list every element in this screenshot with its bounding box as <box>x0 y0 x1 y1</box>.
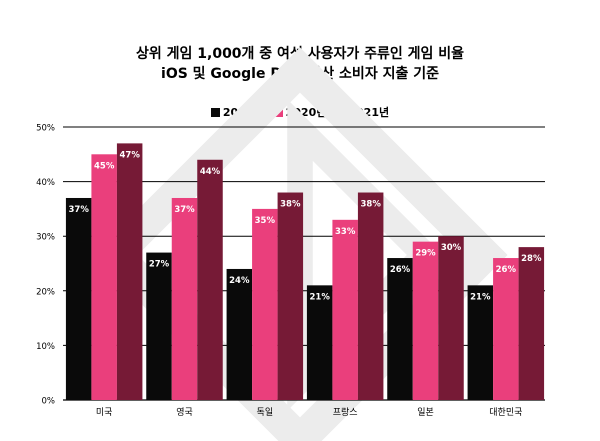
bar <box>332 219 358 400</box>
bar <box>146 252 172 400</box>
x-tick-label: 미국 <box>96 407 113 418</box>
bar <box>116 143 143 400</box>
data-label: 38% <box>280 200 301 210</box>
bar <box>277 192 304 400</box>
data-label: 24% <box>229 276 250 286</box>
x-tick-label: 독일 <box>257 407 274 418</box>
y-tick-label: 0% <box>42 397 56 407</box>
x-tick-label: 일본 <box>417 407 434 418</box>
bar <box>387 258 413 400</box>
data-label: 29% <box>415 249 436 259</box>
data-label: 35% <box>255 216 276 226</box>
bar <box>226 268 253 400</box>
data-label: 28% <box>521 254 542 264</box>
data-label: 30% <box>441 243 462 253</box>
data-label: 45% <box>94 161 115 171</box>
bar <box>171 197 198 400</box>
x-tick-label: 프랑스 <box>333 406 358 418</box>
bar <box>252 208 278 400</box>
data-label: 21% <box>470 292 491 302</box>
bar <box>197 159 223 400</box>
bar <box>467 285 494 400</box>
data-label: 37% <box>68 205 89 215</box>
x-tick-label: 영국 <box>176 407 193 418</box>
bar <box>493 258 519 400</box>
bar <box>91 154 117 400</box>
y-tick-label: 40% <box>36 178 55 188</box>
data-label: 21% <box>309 292 330 302</box>
data-label: 26% <box>496 265 517 275</box>
data-label: 47% <box>119 150 140 160</box>
data-label: 26% <box>390 265 411 275</box>
data-label: 37% <box>174 205 195 215</box>
bar <box>65 197 92 400</box>
y-tick-label: 20% <box>36 287 55 297</box>
bar <box>306 285 333 400</box>
y-tick-label: 10% <box>36 342 55 352</box>
y-tick-label: 50% <box>36 124 55 134</box>
x-tick-label: 대한민국 <box>489 407 522 418</box>
watermark-diamond-icon <box>92 47 508 441</box>
data-label: 27% <box>149 260 170 270</box>
data-label: 44% <box>200 167 221 177</box>
y-tick-label: 30% <box>36 233 55 243</box>
bar <box>518 247 545 400</box>
bar <box>438 236 464 400</box>
bar <box>357 192 384 400</box>
legend-swatch-2019 <box>210 107 220 117</box>
data-label: 38% <box>360 200 381 210</box>
data-label: 33% <box>335 227 356 237</box>
bar <box>412 241 439 400</box>
